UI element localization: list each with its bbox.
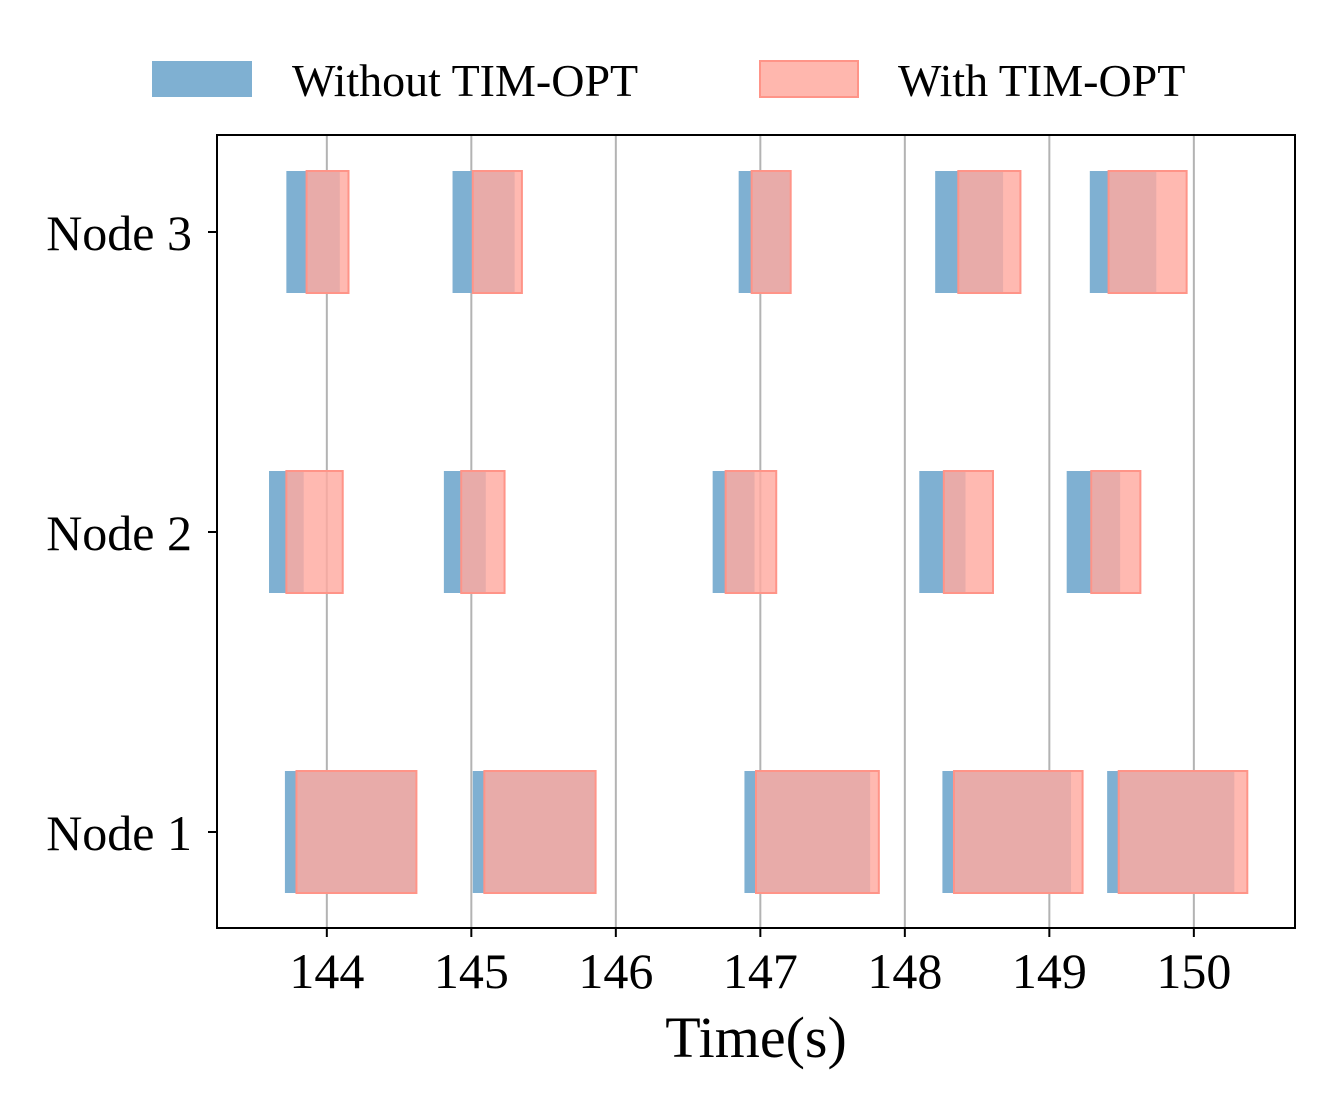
with-tim-opt-bar-node-2-1 xyxy=(285,470,344,594)
with-tim-opt-bar-node-3-3 xyxy=(750,170,792,294)
with-tim-opt-bar-node-3-5 xyxy=(1107,170,1188,294)
x-tick-label-148: 148 xyxy=(867,943,942,999)
interval-bars xyxy=(269,170,1249,894)
legend-label-without-tim-opt: Without TIM-OPT xyxy=(292,55,638,106)
x-tick-label-150: 150 xyxy=(1156,943,1231,999)
y-tick-label-node-1: Node 1 xyxy=(46,805,192,861)
legend-label-with-tim-opt: With TIM-OPT xyxy=(898,55,1185,106)
with-tim-opt-bar-node-2-5 xyxy=(1090,470,1142,594)
legend-swatch-with-tim-opt xyxy=(759,60,859,98)
with-tim-opt-bar-node-2-2 xyxy=(460,470,506,594)
with-tim-opt-bar-node-3-2 xyxy=(471,170,523,294)
with-tim-opt-bar-node-3-1 xyxy=(305,170,350,294)
with-tim-opt-bar-node-1-3 xyxy=(755,770,880,894)
with-tim-opt-bar-node-1-2 xyxy=(483,770,597,894)
x-tick-label-146: 146 xyxy=(578,943,653,999)
with-tim-opt-bar-node-1-1 xyxy=(295,770,418,894)
x-axis-title: Time(s) xyxy=(665,1005,847,1070)
with-tim-opt-bar-node-2-4 xyxy=(942,470,994,594)
y-tick-label-node-2: Node 2 xyxy=(46,505,192,561)
x-tick-label-144: 144 xyxy=(289,943,364,999)
with-tim-opt-bar-node-3-4 xyxy=(957,170,1022,294)
x-tick-label-147: 147 xyxy=(723,943,798,999)
x-axis-ticks: 144 145 146 147 148 149 150 xyxy=(289,928,1231,999)
with-tim-opt-bar-node-2-3 xyxy=(724,470,778,594)
legend-swatch-without-tim-opt xyxy=(152,61,252,97)
x-tick-label-145: 145 xyxy=(434,943,509,999)
legend: Without TIM-OPT With TIM-OPT xyxy=(152,55,1185,106)
x-tick-label-149: 149 xyxy=(1012,943,1087,999)
with-tim-opt-bar-node-1-4 xyxy=(952,770,1084,894)
with-tim-opt-bar-node-1-5 xyxy=(1117,770,1249,894)
y-axis-ticks: Node 1 Node 2 Node 3 xyxy=(46,205,217,861)
y-tick-label-node-3: Node 3 xyxy=(46,205,192,261)
